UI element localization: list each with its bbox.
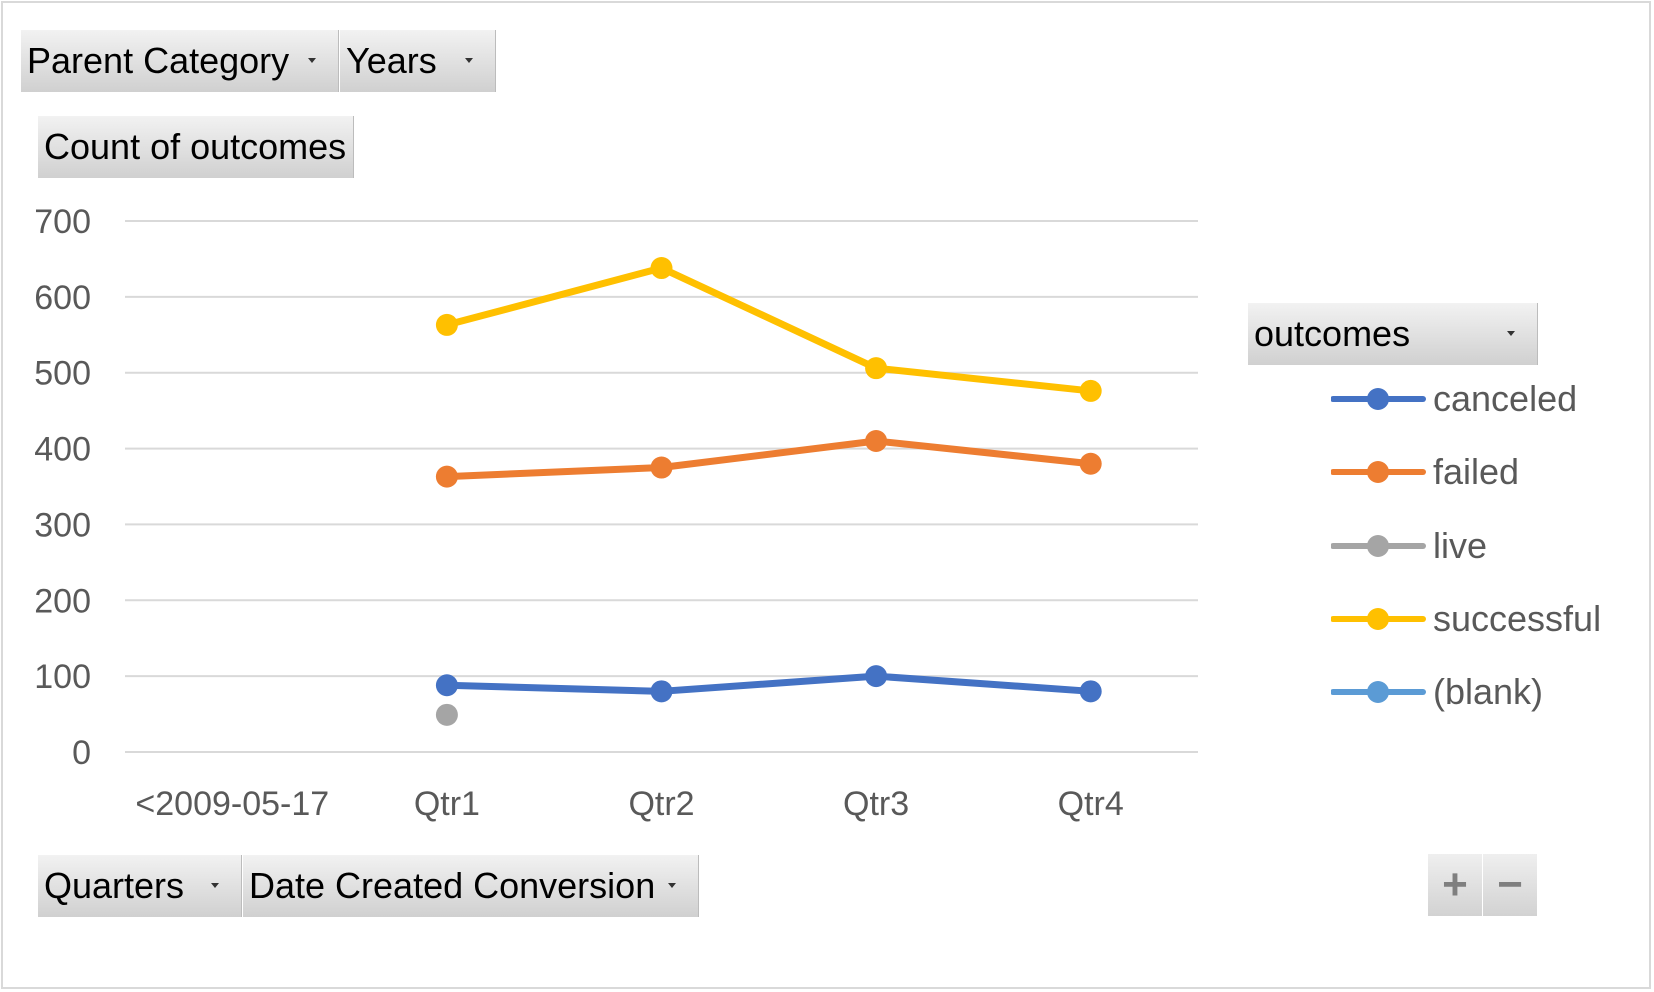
data-point-canceled xyxy=(650,680,673,703)
x-tick-label: Qtr3 xyxy=(843,785,909,823)
series-lines xyxy=(435,257,1102,726)
data-point-successful xyxy=(1079,379,1102,402)
data-point-failed xyxy=(650,456,673,479)
gridlines xyxy=(125,220,1198,753)
chevron-down-icon xyxy=(308,58,316,63)
y-tick-label: 600 xyxy=(34,279,91,317)
data-point-canceled xyxy=(435,674,458,697)
expand-field-button[interactable]: + xyxy=(1428,854,1482,916)
quarters-axis-field-label: Quarters xyxy=(44,865,185,906)
y-tick-label: 500 xyxy=(34,355,91,393)
x-tick-label: <2009-05-17 xyxy=(135,785,329,823)
legend-label-successful: successful xyxy=(1433,598,1602,639)
legend-item-live: live xyxy=(1331,526,1631,566)
data-point-canceled xyxy=(865,665,888,688)
y-axis-tick-labels: 0 100 200 300 400 500 600 700 xyxy=(34,203,91,772)
series-line-failed xyxy=(443,437,1095,481)
y-tick-label: 400 xyxy=(34,431,91,469)
legend-item-blank: (blank) xyxy=(1331,672,1631,712)
values-field-button[interactable]: Count of outcomes xyxy=(38,116,354,178)
data-point-successful xyxy=(865,357,888,380)
parent-category-filter-label: Parent Category xyxy=(27,40,290,81)
legend-item-successful: successful xyxy=(1331,599,1631,639)
y-tick-label: 100 xyxy=(34,658,91,696)
series-line-successful xyxy=(443,264,1095,395)
data-point-failed xyxy=(865,429,888,452)
legend-label-canceled: canceled xyxy=(1433,378,1578,419)
values-field-label: Count of outcomes xyxy=(44,126,347,167)
chevron-down-icon xyxy=(1507,331,1515,336)
legend-marker-successful xyxy=(1331,608,1426,630)
line-chart-plot: 0 100 200 300 400 500 600 700 <2009-05-17 Qtr1 Qt… xyxy=(34,203,1198,823)
data-point-failed xyxy=(1079,452,1102,475)
legend-label-live: live xyxy=(1433,525,1488,566)
data-point-successful xyxy=(650,257,673,280)
data-point-successful xyxy=(435,313,458,336)
legend-field-button[interactable]: outcomes xyxy=(1248,303,1538,365)
collapse-field-button[interactable]: − xyxy=(1483,854,1537,916)
quarters-axis-field-button[interactable]: Quarters xyxy=(38,855,242,917)
x-tick-label: Qtr4 xyxy=(1058,785,1124,823)
legend-item-canceled: canceled xyxy=(1331,379,1631,419)
years-filter-button[interactable]: Years xyxy=(340,30,496,92)
legend-marker-live xyxy=(1331,535,1426,557)
chevron-down-icon xyxy=(465,58,473,63)
legend-label-failed: failed xyxy=(1433,451,1520,492)
data-point-live xyxy=(435,703,458,726)
parent-category-filter-button[interactable]: Parent Category xyxy=(21,30,339,92)
y-tick-label: 0 xyxy=(72,734,91,772)
minus-icon: − xyxy=(1497,860,1523,909)
legend-item-failed: failed xyxy=(1331,452,1631,492)
legend-marker-failed xyxy=(1331,461,1426,483)
legend-marker-blank xyxy=(1331,681,1426,703)
x-tick-label: Qtr1 xyxy=(414,785,480,823)
plus-icon: + xyxy=(1442,860,1468,909)
date-created-axis-field-button[interactable]: Date Created Conversion xyxy=(243,855,699,917)
chevron-down-icon xyxy=(668,883,676,888)
legend-marker-canceled xyxy=(1331,388,1426,410)
series-line-canceled xyxy=(443,672,1095,695)
x-axis-tick-labels: <2009-05-17 Qtr1 Qtr2 Qtr3 Qtr4 xyxy=(135,785,1123,823)
y-tick-label: 700 xyxy=(34,203,91,241)
years-filter-label: Years xyxy=(346,40,437,81)
date-created-axis-field-label: Date Created Conversion xyxy=(249,865,656,906)
y-tick-label: 200 xyxy=(34,582,91,620)
legend-label-blank: (blank) xyxy=(1433,671,1544,712)
x-tick-label: Qtr2 xyxy=(628,785,694,823)
y-tick-label: 300 xyxy=(34,506,91,544)
legend-field-label: outcomes xyxy=(1254,313,1411,354)
data-point-failed xyxy=(435,465,458,488)
chevron-down-icon xyxy=(211,883,219,888)
data-point-canceled xyxy=(1079,680,1102,703)
